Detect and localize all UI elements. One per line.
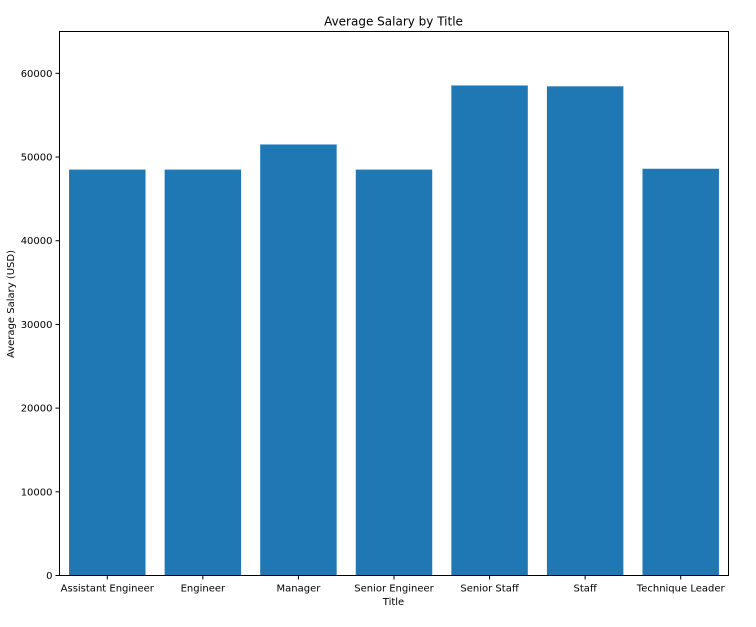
chart-title: Average Salary by Title bbox=[324, 15, 463, 29]
x-axis: Assistant Engineer Engineer Manager Senior … bbox=[61, 575, 726, 595]
bar-assistant-engineer bbox=[69, 169, 146, 576]
bars-layer bbox=[69, 85, 719, 576]
y-tick-label: 30000 bbox=[21, 320, 53, 331]
y-tick-label: 20000 bbox=[21, 404, 53, 415]
bar-senior-engineer bbox=[355, 169, 433, 576]
y-tick-label: 10000 bbox=[21, 487, 53, 498]
y-tick-label: 50000 bbox=[21, 153, 53, 164]
x-tick-label: Staff bbox=[573, 584, 597, 595]
x-tick-label: Manager bbox=[277, 584, 322, 595]
bar-senior-staff bbox=[451, 85, 528, 576]
x-tick-label: Senior Staff bbox=[460, 584, 519, 595]
x-axis-label: Title bbox=[382, 597, 404, 608]
plot-frame bbox=[59, 31, 729, 576]
x-tick-label: Assistant Engineer bbox=[61, 584, 155, 595]
bar-technique-leader bbox=[642, 168, 719, 576]
x-tick-label: Engineer bbox=[181, 584, 226, 595]
bar-engineer bbox=[164, 169, 242, 576]
x-tick-label: Senior Engineer bbox=[354, 584, 434, 595]
x-tick-label: Technique Leader bbox=[636, 584, 726, 595]
y-tick-label: 0 bbox=[46, 571, 52, 582]
y-tick-label: 60000 bbox=[21, 69, 53, 80]
y-tick-label: 40000 bbox=[21, 236, 53, 247]
y-axis-label: Average Salary (USD) bbox=[6, 250, 17, 358]
bar-manager bbox=[260, 144, 337, 576]
y-axis: 0 10000 20000 30000 40000 50000 60000 bbox=[21, 69, 60, 582]
bar-staff bbox=[546, 86, 624, 576]
